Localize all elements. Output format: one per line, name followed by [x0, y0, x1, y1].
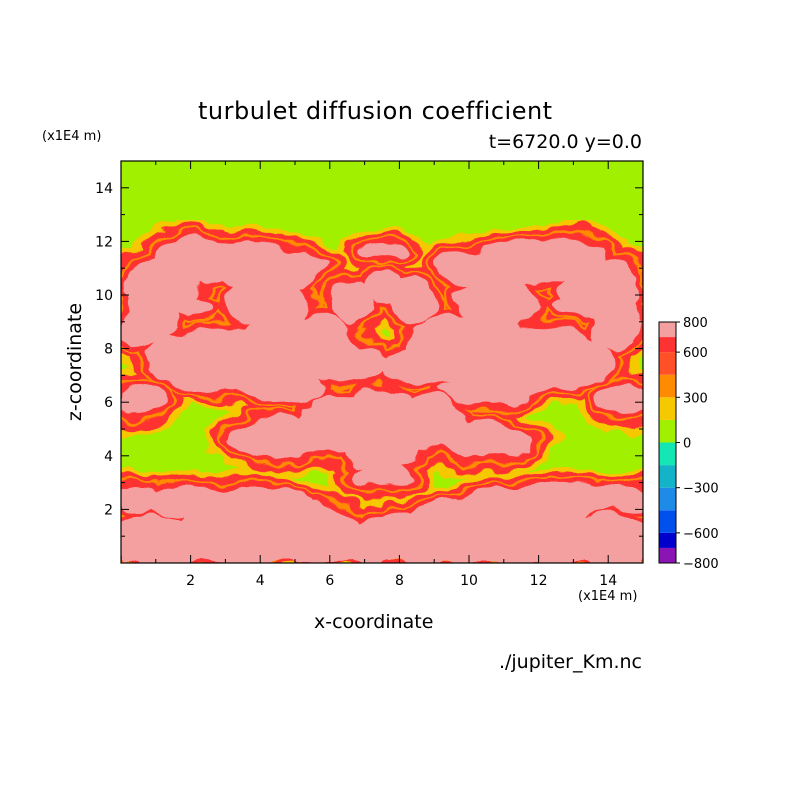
colorbar-swatch	[659, 397, 676, 420]
contour-blob	[275, 499, 357, 557]
y-tick-label: 4	[104, 449, 113, 465]
contour-blob	[369, 515, 430, 557]
y-tick-label: 12	[95, 234, 113, 250]
contour-blob	[237, 373, 325, 404]
contour-blob	[327, 279, 374, 327]
contour-blob	[588, 296, 642, 348]
contour-blob	[452, 271, 541, 329]
y-tick-label: 6	[104, 395, 113, 411]
contour-blob	[223, 271, 312, 329]
contour-blob	[352, 464, 412, 490]
colorbar-swatch	[659, 532, 676, 548]
colorbar-label: −600	[683, 527, 719, 542]
contour-blob	[139, 486, 312, 517]
colorbar-swatch	[659, 337, 676, 353]
contour-blob	[536, 237, 611, 273]
contour-blob	[599, 486, 643, 512]
x-unit-label: (x1E4 m)	[578, 589, 638, 604]
x-tick-label: 2	[186, 573, 195, 589]
contour-blob	[390, 279, 437, 327]
x-tick-label: 12	[530, 573, 548, 589]
x-tick-label: 8	[395, 573, 404, 589]
contour-blob	[289, 346, 385, 383]
y-axis: 2 4 6 8 10 12 14	[95, 181, 643, 537]
contour-blob	[121, 548, 643, 563]
colorbar-label: 300	[683, 391, 708, 406]
contour-blob	[153, 237, 228, 273]
z-unit-label: (x1E4 m)	[42, 129, 102, 144]
colorbar-swatch	[659, 322, 676, 338]
contour-blob	[209, 245, 325, 286]
contour-blob	[595, 384, 643, 420]
x-axis: 2 4 6 8 10 12 14	[155, 161, 617, 589]
contour-blob	[122, 296, 176, 348]
colorbar-label: −800	[683, 557, 719, 572]
y-axis-label: z-coordinate	[64, 302, 86, 422]
contour-blob	[407, 499, 489, 557]
x-tick-label: 10	[460, 573, 478, 589]
chart-title: turbulet diffusion coefficient	[198, 97, 553, 125]
colorbar: 800 600 300 0 −300 −600 −800	[658, 316, 719, 572]
y-tick-label: 8	[104, 342, 113, 358]
contour-blob	[362, 271, 402, 302]
y-tick-label: 2	[104, 502, 113, 518]
colorbar-label: 800	[683, 316, 708, 331]
y-tick-label: 14	[95, 181, 113, 197]
x-tick-label: 6	[325, 573, 334, 589]
contour-blob	[121, 384, 169, 420]
chart-subtitle: t=6720.0 y=0.0	[488, 131, 642, 153]
contour-blob	[355, 246, 409, 258]
y-tick-label: 10	[95, 288, 113, 304]
colorbar-swatch	[659, 510, 676, 533]
contour-blob	[167, 298, 214, 319]
colorbar-swatch	[659, 352, 676, 375]
colorbar-swatch	[659, 419, 676, 443]
contour-blob	[452, 486, 625, 517]
contour-blob	[550, 298, 597, 319]
contour-blob	[341, 384, 423, 474]
contour-blob	[379, 346, 475, 383]
contour-blob	[439, 373, 527, 404]
colorbar-swatch	[659, 547, 676, 563]
colorbar-swatch	[659, 487, 676, 511]
source-file-label: ./jupiter_Km.nc	[498, 651, 642, 673]
colorbar-swatch	[659, 442, 676, 466]
contour-blob	[121, 486, 165, 512]
contour-field	[121, 161, 643, 563]
colorbar-label: 0	[683, 437, 691, 452]
x-tick-label: 4	[256, 573, 265, 589]
plot-frame	[120, 160, 644, 564]
colorbar-label: 600	[683, 346, 708, 361]
x-axis-label: x-coordinate	[314, 611, 434, 633]
colorbar-swatch	[659, 374, 676, 398]
x-tick-label: 14	[599, 573, 617, 589]
colorbar-swatch	[659, 465, 676, 488]
contour-blob	[439, 245, 555, 286]
colorbar-label: −300	[683, 482, 719, 497]
